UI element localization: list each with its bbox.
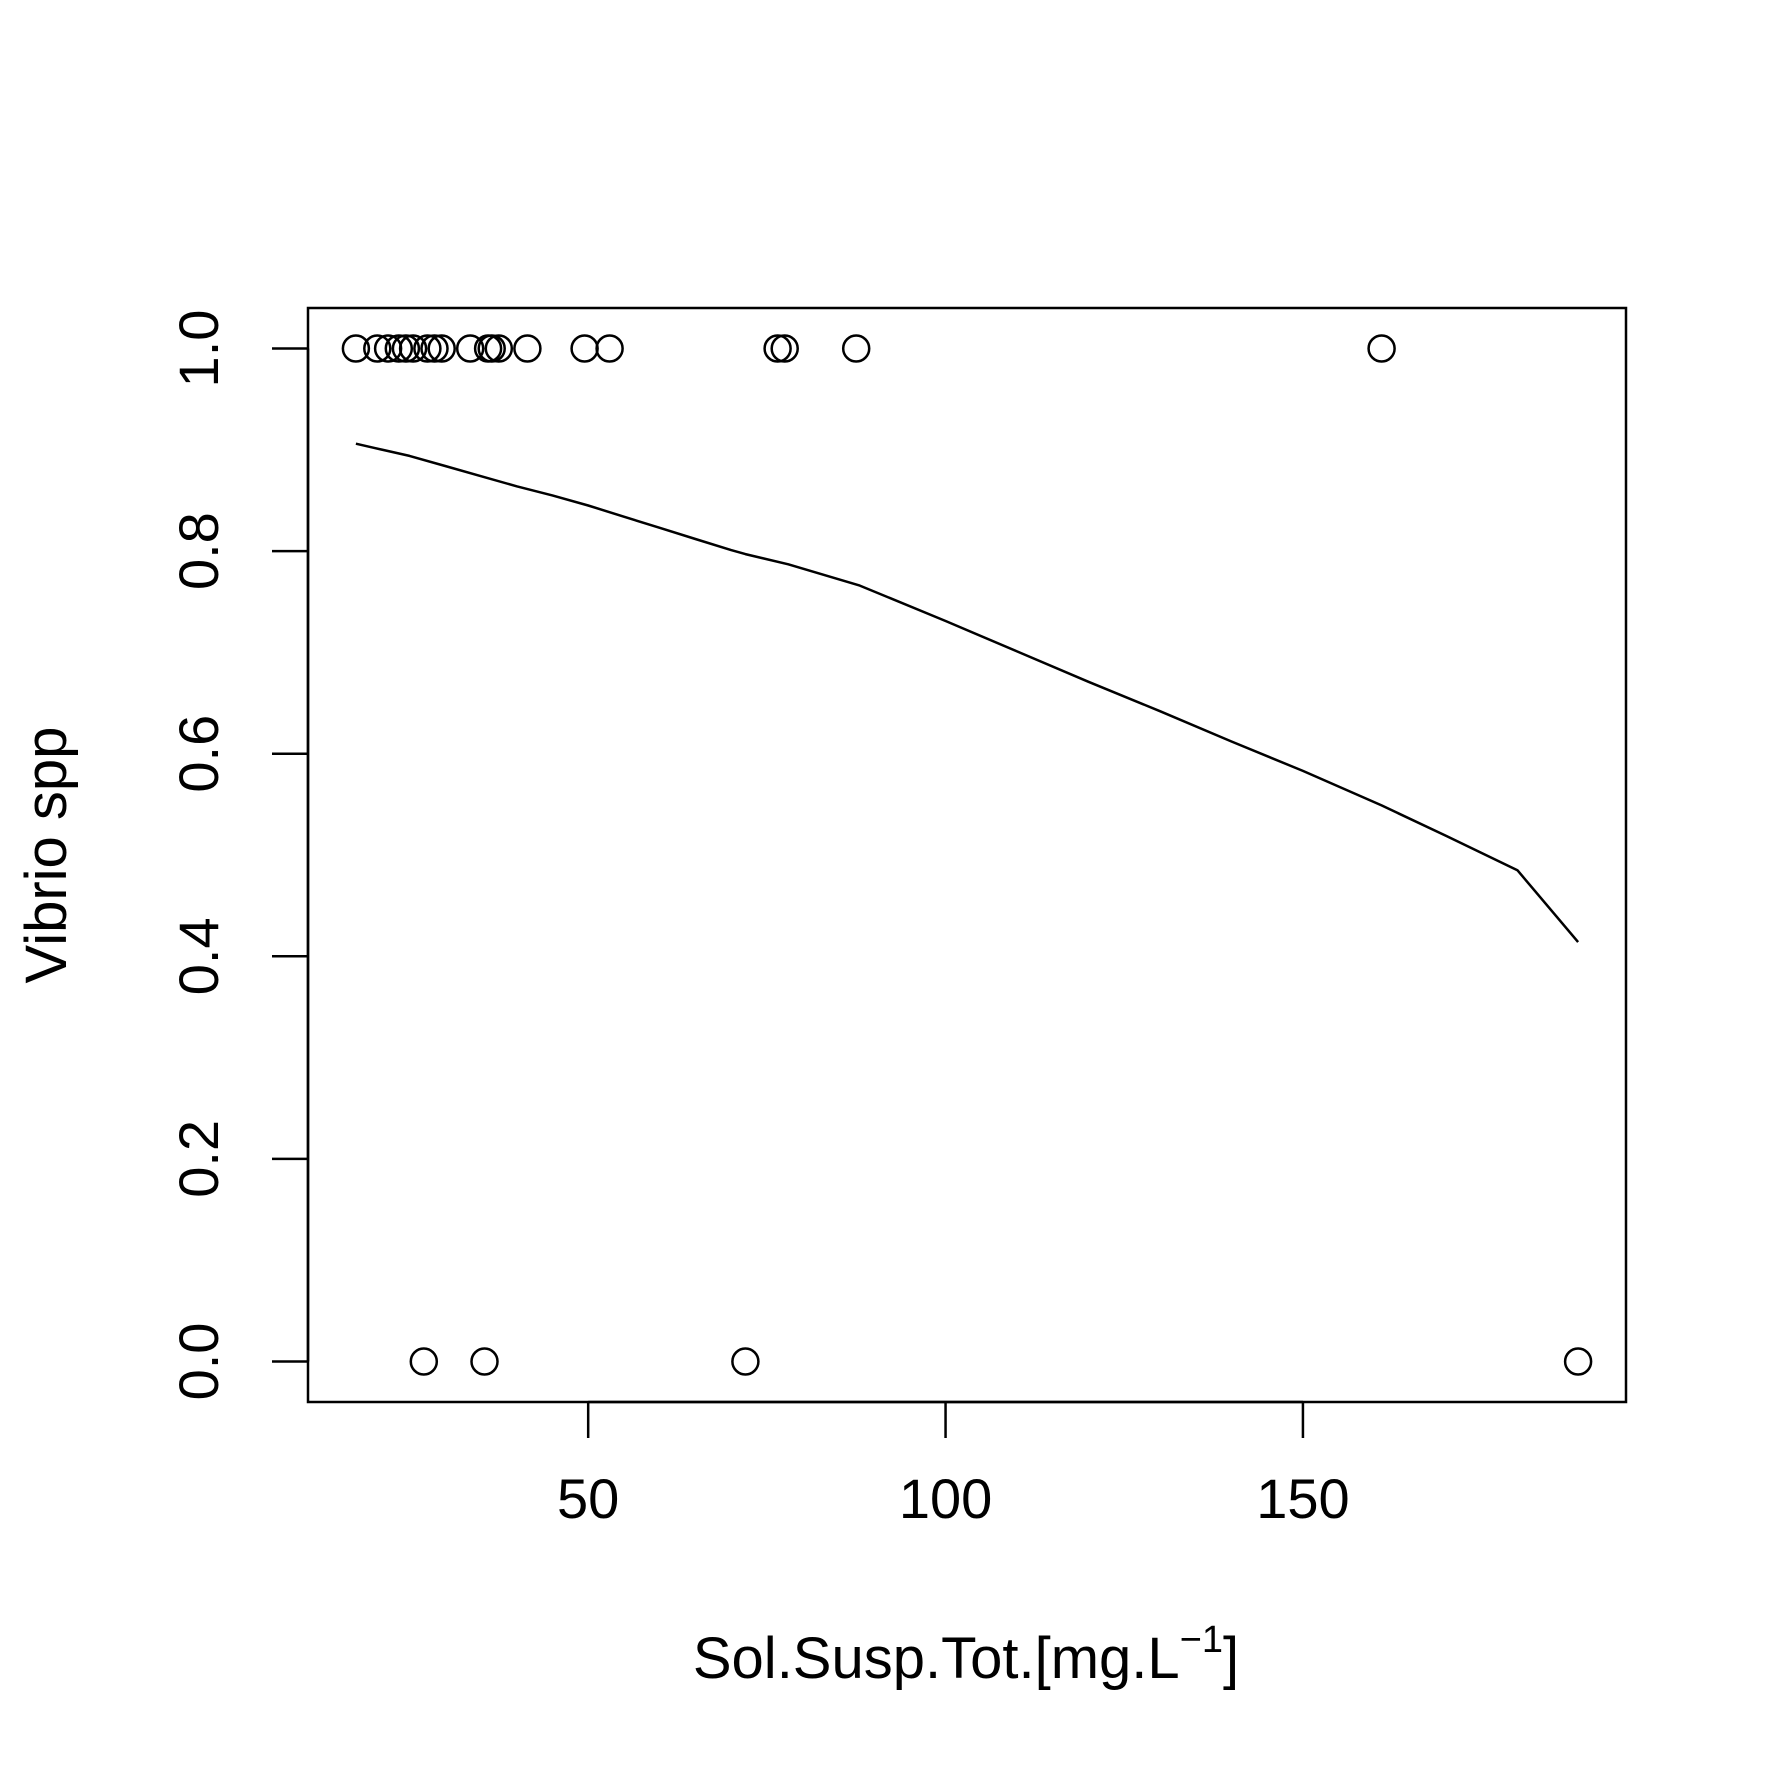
data-point (770, 334, 799, 363)
data-point (1563, 1347, 1593, 1376)
data-point (363, 334, 392, 363)
data-point (763, 334, 792, 363)
x-tick-label: 150 (1256, 1467, 1349, 1530)
data-point (470, 1347, 499, 1376)
data-point (420, 334, 449, 363)
data-point (1367, 334, 1396, 363)
fitted-curve-layer (355, 442, 1580, 943)
data-point (384, 334, 414, 363)
data-point (731, 1347, 760, 1376)
fitted-curve (355, 442, 1580, 943)
x-tick-label: 100 (899, 1467, 992, 1530)
data-point (413, 334, 442, 363)
x-axis-label-main: Sol.Susp.Tot.[mg.L (693, 1626, 1180, 1691)
y-axis-label: Vibrio spp (14, 727, 79, 984)
data-point (477, 334, 506, 363)
y-axis: 0.0 0.2 0.4 0.6 0.8 1.0 (167, 310, 310, 1401)
x-tick-label: 50 (557, 1467, 619, 1530)
data-point (427, 334, 456, 363)
y-tick-label: 0.4 (167, 917, 230, 995)
plot-frame (306, 306, 1628, 1404)
data-points-layer (341, 334, 1593, 1376)
data-point (513, 334, 542, 363)
y-tick-label: 0.6 (167, 715, 230, 793)
data-point (398, 334, 428, 363)
x-axis-label-suffix: ] (1223, 1626, 1239, 1691)
data-point (570, 334, 599, 363)
y-tick-label: 0.0 (167, 1323, 230, 1401)
data-point (455, 334, 485, 363)
x-axis-label-superscript: −1 (1180, 1619, 1223, 1661)
data-point (409, 1347, 439, 1376)
data-point (341, 334, 371, 363)
x-axis: 50 100 150 (557, 1400, 1350, 1530)
data-point (841, 334, 871, 363)
data-point (484, 334, 514, 363)
data-point (595, 334, 624, 363)
data-point (391, 334, 421, 363)
y-tick-label: 0.8 (167, 512, 230, 590)
y-tick-label: 0.2 (167, 1120, 230, 1198)
y-tick-label: 1.0 (167, 310, 230, 388)
x-axis-label: Sol.Susp.Tot.[mg.L−1] (693, 1619, 1239, 1691)
